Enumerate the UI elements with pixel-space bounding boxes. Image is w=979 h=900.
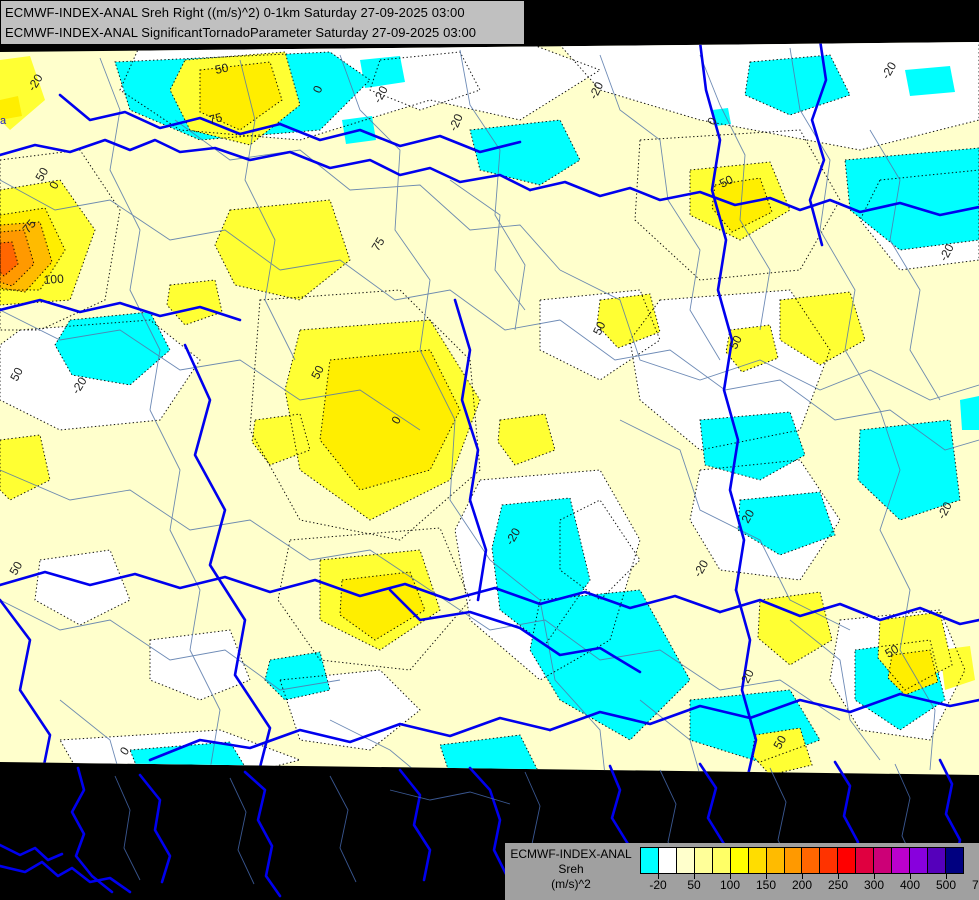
colorbar-ticks: -20 50 100 150 200 250 300 400 500 700 — [640, 874, 979, 898]
svg-text:50: 50 — [726, 333, 745, 352]
legend-scale: -20 50 100 150 200 250 300 400 500 700 — [640, 847, 979, 898]
colorbar-tick-label-2: 100 — [719, 878, 741, 892]
svg-text:a: a — [0, 115, 7, 127]
colorbar-tick-label-9: 700 — [971, 878, 979, 892]
colorbar-tick-mark-2 — [730, 874, 731, 879]
colorbar-swatch-1[interactable] — [658, 848, 677, 873]
colorbar-tick-label-6: 300 — [863, 878, 885, 892]
colorbar-swatch-17[interactable] — [945, 848, 963, 873]
colorbar-swatch-15[interactable] — [910, 848, 928, 873]
legend-units-label: (m/s)^2 — [551, 877, 591, 891]
colorbar-tick-mark-7 — [910, 874, 911, 879]
svg-text:-20: -20 — [446, 111, 466, 133]
svg-text:50: 50 — [770, 733, 789, 752]
band-orange-deep — [0, 242, 18, 276]
svg-text:50: 50 — [883, 642, 902, 661]
colorbar-swatch-4[interactable] — [712, 848, 731, 873]
colorbar-swatch-8[interactable] — [784, 848, 803, 873]
rivers-and-borders — [0, 42, 979, 775]
colorbar-tick-label-0: -20 — [649, 878, 667, 892]
colorbar-tick-mark-5 — [838, 874, 839, 879]
svg-text:50: 50 — [7, 365, 26, 384]
map-data-area: -20 -20 -20 -20 -20 -20 -20 20 -20 -20 2… — [0, 42, 979, 775]
contour-labels: -20 -20 -20 -20 -20 -20 -20 20 -20 -20 2… — [0, 59, 957, 757]
colorbar-swatches[interactable] — [640, 847, 964, 874]
colorbar-tick-label-1: 50 — [687, 878, 701, 892]
svg-text:50: 50 — [6, 559, 25, 578]
colorbar-tick-mark-6 — [874, 874, 875, 879]
map-title-box: ECMWF-INDEX-ANAL Sreh Right ((m/s)^2) 0-… — [0, 0, 525, 45]
colorbar-tick-label-5: 250 — [827, 878, 849, 892]
colorbar-swatch-0[interactable] — [641, 848, 659, 873]
title-line-primary: ECMWF-INDEX-ANAL Sreh Right ((m/s)^2) 0-… — [5, 5, 465, 20]
colorbar-swatch-9[interactable] — [802, 848, 821, 873]
colorbar-tick-label-4: 200 — [791, 878, 813, 892]
colorbar-swatch-3[interactable] — [694, 848, 713, 873]
svg-text:75: 75 — [207, 110, 224, 127]
colorbar-tick-mark-0 — [658, 874, 659, 879]
legend-variable-label: Sreh — [558, 862, 584, 876]
svg-text:50: 50 — [32, 165, 51, 184]
colorbar-swatch-14[interactable] — [892, 848, 911, 873]
colorbar-swatch-5[interactable] — [730, 848, 749, 873]
map-outside-frame — [0, 758, 968, 898]
svg-text:20: 20 — [738, 507, 757, 526]
colorbar-tick-mark-1 — [694, 874, 695, 879]
colorbar-swatch-2[interactable] — [676, 848, 695, 873]
colorbar-swatch-11[interactable] — [838, 848, 857, 873]
colorbar-tick-mark-8 — [946, 874, 947, 879]
colorbar-tick-mark-3 — [766, 874, 767, 879]
svg-text:100: 100 — [43, 272, 64, 287]
coastlines-outside — [0, 758, 968, 898]
svg-text:20: 20 — [738, 667, 757, 686]
colorbar-swatch-10[interactable] — [820, 848, 839, 873]
legend-caption: ECMWF-INDEX-ANAL Sreh (m/s)^2 — [505, 843, 637, 892]
colorbar-swatch-13[interactable] — [874, 848, 893, 873]
colorbar-swatch-7[interactable] — [766, 848, 785, 873]
svg-text:50: 50 — [214, 60, 230, 77]
colorbar-tick-mark-4 — [802, 874, 803, 879]
colorbar-swatch-16[interactable] — [928, 848, 946, 873]
admin-borders-minor — [0, 47, 979, 775]
svg-text:50: 50 — [308, 363, 327, 382]
legend-model-label: ECMWF-INDEX-ANAL — [510, 847, 632, 861]
colorbar-swatch-6[interactable] — [748, 848, 767, 873]
title-line-secondary: ECMWF-INDEX-ANAL SignificantTornadoParam… — [5, 25, 477, 40]
colorbar-tick-label-8: 500 — [935, 878, 957, 892]
svg-text:-20: -20 — [586, 79, 606, 101]
colorbar-tick-label-3: 150 — [755, 878, 777, 892]
colorbar-legend: ECMWF-INDEX-ANAL Sreh (m/s)^2 -20 50 100 15… — [505, 843, 979, 900]
svg-text:50: 50 — [590, 319, 609, 337]
colorbar-tick-label-7: 400 — [899, 878, 921, 892]
colorbar-swatch-12[interactable] — [856, 848, 875, 873]
svg-text:50: 50 — [717, 172, 735, 191]
